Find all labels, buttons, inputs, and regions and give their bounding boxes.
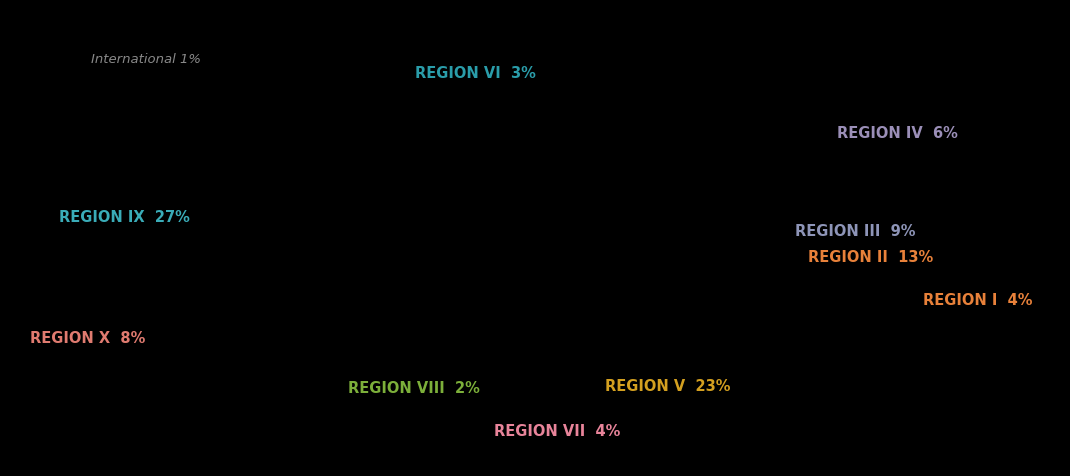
Text: REGION II  13%: REGION II 13% (808, 249, 933, 265)
Text: REGION I  4%: REGION I 4% (923, 292, 1033, 307)
Text: REGION V  23%: REGION V 23% (605, 378, 730, 393)
Text: REGION VIII  2%: REGION VIII 2% (348, 380, 479, 396)
Text: REGION VI  3%: REGION VI 3% (415, 66, 536, 81)
Text: REGION III  9%: REGION III 9% (795, 223, 916, 238)
Text: International 1%: International 1% (91, 53, 201, 66)
Text: REGION X  8%: REGION X 8% (30, 330, 146, 346)
Text: REGION VII  4%: REGION VII 4% (494, 423, 621, 438)
Text: REGION IV  6%: REGION IV 6% (837, 126, 958, 141)
Text: REGION IX  27%: REGION IX 27% (59, 209, 189, 224)
